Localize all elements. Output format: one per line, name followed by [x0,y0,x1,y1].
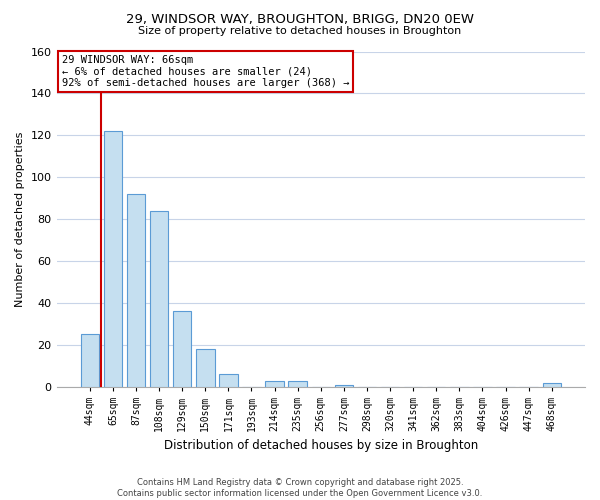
X-axis label: Distribution of detached houses by size in Broughton: Distribution of detached houses by size … [164,440,478,452]
Text: Size of property relative to detached houses in Broughton: Size of property relative to detached ho… [139,26,461,36]
Text: 29 WINDSOR WAY: 66sqm
← 6% of detached houses are smaller (24)
92% of semi-detac: 29 WINDSOR WAY: 66sqm ← 6% of detached h… [62,55,349,88]
Bar [196,349,215,387]
Bar [289,380,307,387]
Bar [104,131,122,387]
Bar [80,334,99,387]
Y-axis label: Number of detached properties: Number of detached properties [15,132,25,307]
Bar [127,194,145,387]
Bar [150,211,169,387]
Text: 29, WINDSOR WAY, BROUGHTON, BRIGG, DN20 0EW: 29, WINDSOR WAY, BROUGHTON, BRIGG, DN20 … [126,12,474,26]
Bar [265,380,284,387]
Text: Contains HM Land Registry data © Crown copyright and database right 2025.
Contai: Contains HM Land Registry data © Crown c… [118,478,482,498]
Bar [219,374,238,387]
Bar [335,385,353,387]
Bar [542,382,561,387]
Bar [173,312,191,387]
